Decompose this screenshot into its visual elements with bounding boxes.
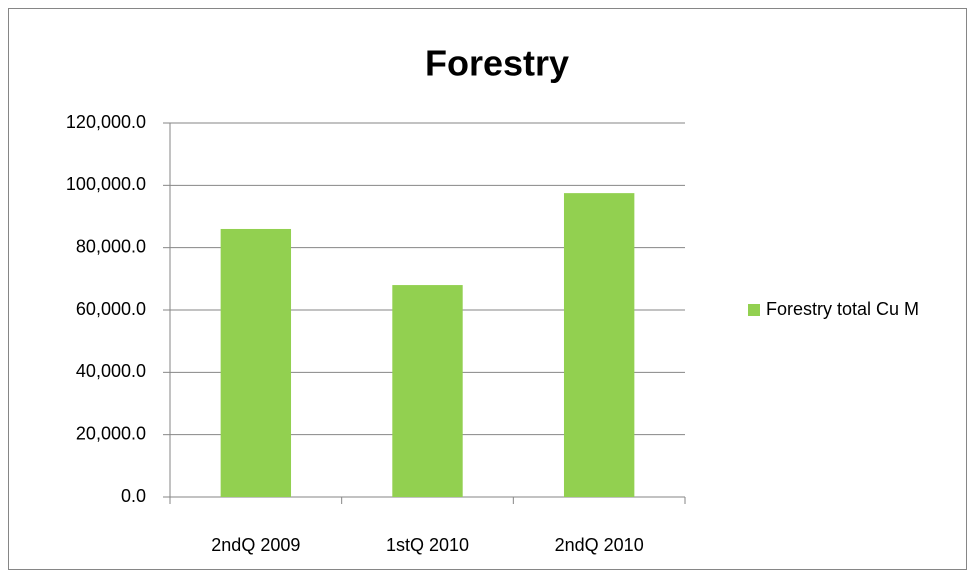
x-tick-label: 2ndQ 2010 [555, 535, 644, 555]
y-tick-label: 60,000.0 [76, 299, 146, 319]
x-tick-label: 2ndQ 2009 [211, 535, 300, 555]
bar [220, 228, 292, 497]
y-tick-label: 0.0 [121, 486, 146, 506]
x-tick-label: 1stQ 2010 [386, 535, 469, 555]
y-tick-label: 120,000.0 [66, 112, 146, 132]
y-tick-label: 80,000.0 [76, 236, 146, 256]
y-tick-label: 100,000.0 [66, 174, 146, 194]
legend-label: Forestry total Cu M [766, 299, 919, 319]
bar [563, 193, 635, 497]
y-tick-label: 40,000.0 [76, 361, 146, 381]
chart-frame [8, 8, 967, 570]
bar [392, 285, 463, 497]
legend-swatch [748, 304, 760, 316]
chart-title: Forestry [425, 43, 569, 84]
y-tick-label: 20,000.0 [76, 423, 146, 443]
